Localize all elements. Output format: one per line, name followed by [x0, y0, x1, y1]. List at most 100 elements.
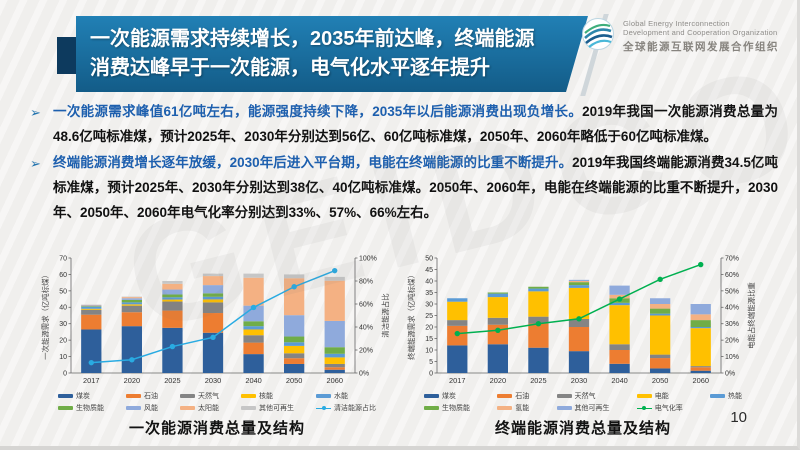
legend-label: 其他可再生: [259, 405, 294, 412]
legend-label: 水能: [334, 393, 348, 400]
legend-color-swatch: [126, 406, 141, 410]
legend-item: 生物质能: [58, 403, 104, 413]
svg-text:2025: 2025: [530, 376, 546, 385]
legend-color-swatch: [126, 394, 141, 398]
legend-label: 热能: [728, 393, 742, 400]
legend-item: 煤炭: [58, 391, 104, 401]
final-energy-chart-title: 终端能源消费总量及结构: [494, 420, 671, 437]
svg-text:60%: 60%: [359, 301, 373, 308]
legend-item: 生物质能: [424, 403, 470, 413]
legend-color-swatch: [636, 394, 652, 398]
slide-title-line2: 消费达峰早于一次能源，电气化水平逐年提升: [90, 57, 490, 79]
legend-item: 其他可再生: [556, 403, 610, 413]
org-name-zh: 全球能源互联网发展合作组织: [623, 41, 779, 53]
org-name-en-line2: Development and Cooperation Organization: [623, 28, 778, 37]
primary-energy-chart-title: 一次能源消费总量及结构: [128, 420, 305, 437]
legend-item: 核能: [241, 391, 294, 401]
svg-text:2020: 2020: [490, 376, 506, 385]
bullet-arrow-icon: ➢: [30, 156, 41, 171]
banner-accent-block: [57, 37, 76, 74]
svg-text:10: 10: [425, 347, 433, 354]
bullet2-body: 2019年我国终端能源消费34.5亿吨标准煤，预计2025年、2030年分别达到…: [53, 155, 778, 220]
legend-label: 清洁能源占比: [334, 405, 376, 412]
legend-line-swatch: [316, 406, 331, 411]
legend-color-swatch: [497, 394, 513, 398]
org-name-en-line1: Global Energy Interconnection: [623, 19, 730, 28]
svg-text:5: 5: [429, 359, 433, 366]
svg-text:2020: 2020: [124, 376, 140, 385]
legend-color-swatch: [58, 394, 73, 398]
org-logo: Global Energy Interconnection Developmen…: [580, 16, 779, 57]
svg-text:0: 0: [63, 370, 67, 377]
svg-text:0: 0: [429, 370, 433, 377]
legend-item: 天然气: [556, 391, 610, 401]
svg-text:电能占终端能源比重: 电能占终端能源比重: [747, 282, 756, 349]
svg-text:2040: 2040: [245, 376, 261, 385]
primary-energy-chart-block: 0 10 20 30 40 50 60 70 0% 20% 40% 60% 80% 100% 2017 202…: [34, 250, 400, 438]
svg-text:15: 15: [425, 336, 433, 343]
bullet-final-energy: ➢ 终端能源消费增长逐年放缓，2030年后进入平台期，电能在终端能源的比重不断提升…: [30, 150, 778, 225]
legend-item: 热能: [710, 391, 742, 401]
page-number: 10: [730, 409, 747, 426]
legend-item: 清洁能源占比: [316, 403, 376, 413]
svg-text:2025: 2025: [164, 376, 180, 385]
legend-label: 核能: [259, 393, 273, 400]
svg-text:40: 40: [59, 305, 67, 312]
svg-text:70: 70: [59, 255, 67, 262]
legend-item: 太阳能: [180, 403, 219, 413]
svg-text:20%: 20%: [725, 338, 739, 345]
bullet-arrow-icon: ➢: [30, 105, 41, 120]
legend-label: 其他可再生: [574, 405, 610, 412]
legend-label: 煤炭: [76, 393, 90, 400]
svg-text:70%: 70%: [725, 255, 739, 262]
legend-label: 天然气: [574, 393, 596, 400]
svg-text:2017: 2017: [83, 376, 99, 385]
svg-text:60%: 60%: [725, 272, 739, 279]
svg-text:40%: 40%: [725, 305, 739, 312]
svg-text:20: 20: [59, 338, 67, 345]
legend-color-swatch: [241, 394, 256, 398]
svg-text:40: 40: [425, 278, 433, 285]
legend-label: 煤炭: [442, 393, 456, 400]
svg-text:100%: 100%: [359, 255, 377, 262]
legend-label: 氢能: [515, 405, 530, 412]
svg-text:20: 20: [425, 324, 433, 331]
legend-label: 太阳能: [198, 405, 219, 412]
legend-color-swatch: [180, 394, 195, 398]
legend-item: 氢能: [497, 403, 529, 413]
svg-text:2040: 2040: [611, 376, 627, 385]
legend-label: 生物质能: [76, 405, 104, 412]
legend-label: 石油: [515, 393, 530, 400]
svg-text:60: 60: [59, 272, 67, 279]
legend-label: 电能: [654, 393, 669, 400]
legend-color-swatch: [497, 406, 513, 410]
legend-color-swatch: [241, 406, 256, 410]
svg-text:50: 50: [59, 288, 67, 295]
svg-text:2030: 2030: [205, 376, 221, 385]
legend-label: 风能: [144, 405, 158, 412]
svg-text:2030: 2030: [571, 376, 587, 385]
legend-color-swatch: [710, 394, 725, 398]
final-energy-legend: 煤炭 石油 天然气 电能 热能生物质能 氢能 其他可再生 电气化率: [424, 391, 742, 413]
svg-text:45: 45: [425, 267, 433, 274]
title-banner: 一次能源需求持续增长，2035年前达峰，终端能源 消费达峰早于一次能源，电气化水…: [76, 16, 588, 92]
legend-item: 电能: [636, 391, 683, 401]
legend-item: 煤炭: [424, 391, 470, 401]
legend-label: 电气化率: [654, 405, 683, 412]
svg-text:2060: 2060: [692, 376, 708, 385]
legend-item: 水能: [316, 391, 376, 401]
legend-color-swatch: [58, 406, 73, 410]
legend-color-swatch: [316, 394, 331, 398]
legend-color-swatch: [180, 406, 195, 410]
svg-text:10%: 10%: [725, 354, 739, 361]
bullet-list: ➢ 一次能源需求峰值61亿吨左右，能源强度持续下降，2035年以后能源消费出现负增…: [30, 99, 778, 225]
legend-label: 生物质能: [442, 405, 470, 412]
legend-item: 风能: [126, 403, 158, 413]
org-logo-text: Global Energy Interconnection Developmen…: [623, 19, 779, 54]
legend-item: 其他可再生: [241, 403, 294, 413]
svg-text:50: 50: [425, 255, 433, 262]
svg-text:0%: 0%: [359, 370, 369, 377]
svg-text:2050: 2050: [652, 376, 668, 385]
